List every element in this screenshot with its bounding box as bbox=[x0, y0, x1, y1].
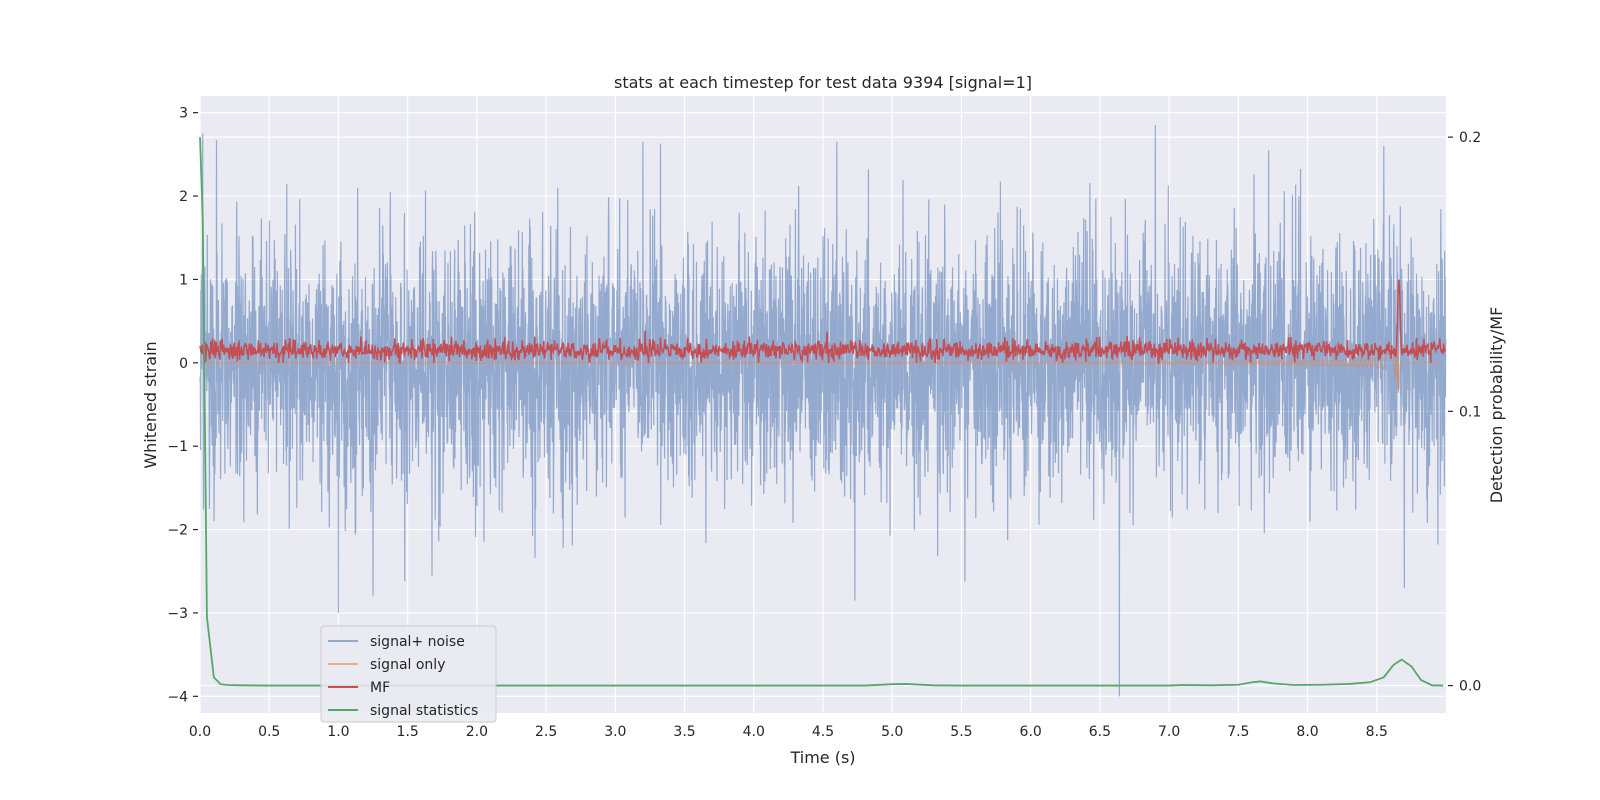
x-tick-label: 0.5 bbox=[258, 724, 280, 740]
x-tick-label: 8.5 bbox=[1366, 724, 1388, 740]
y-left-tick-label: −2 bbox=[167, 523, 188, 539]
series-signal-noise-line bbox=[199, 125, 1447, 697]
x-tick-label: 0.0 bbox=[189, 724, 211, 740]
legend-box bbox=[320, 625, 497, 723]
series-signal-statistics-line bbox=[199, 137, 1444, 687]
x-tick-label: 4.5 bbox=[812, 724, 834, 740]
y-right-tick-label: 0.0 bbox=[1459, 679, 1481, 695]
y-left-axis-ticks: 3 2 1 0 −1 −2 −3 −4 bbox=[167, 106, 198, 705]
x-tick-label: 1.5 bbox=[397, 724, 419, 740]
x-tick-label: 7.5 bbox=[1227, 724, 1249, 740]
y-left-tick-label: 1 bbox=[179, 272, 188, 288]
y-right-tick-label: 0.1 bbox=[1459, 404, 1481, 420]
x-tick-label: 6.0 bbox=[1020, 724, 1042, 740]
x-axis-ticks: 0.0 0.5 1.0 1.5 2.0 2.5 3.0 3.5 4.0 4.5 5.0 5.5 6.0 6… bbox=[189, 724, 1388, 740]
x-tick-label: 3.5 bbox=[673, 724, 695, 740]
x-tick-label: 1.0 bbox=[327, 724, 349, 740]
series-mf-line bbox=[199, 279, 1447, 365]
data-layer bbox=[199, 125, 1447, 697]
y-right-axis-label: Detection probability/MF bbox=[1487, 307, 1506, 504]
legend-label: MF bbox=[370, 680, 390, 696]
x-tick-label: 2.0 bbox=[466, 724, 488, 740]
y-left-tick-label: 2 bbox=[179, 189, 188, 205]
legend-label: signal only bbox=[370, 657, 445, 673]
y-left-tick-label: −4 bbox=[167, 689, 188, 705]
legend-label: signal+ noise bbox=[370, 634, 465, 650]
y-right-tick-label: 0.2 bbox=[1459, 130, 1481, 146]
x-tick-label: 6.5 bbox=[1089, 724, 1111, 740]
x-tick-label: 2.5 bbox=[535, 724, 557, 740]
x-tick-label: 5.0 bbox=[881, 724, 903, 740]
x-tick-label: 7.0 bbox=[1158, 724, 1180, 740]
chart-title: stats at each timestep for test data 939… bbox=[614, 73, 1032, 92]
y-left-tick-label: −3 bbox=[167, 606, 188, 622]
y-right-axis-ticks: 0.2 0.1 0.0 bbox=[1448, 130, 1481, 695]
x-tick-label: 4.0 bbox=[743, 724, 765, 740]
y-left-tick-label: 3 bbox=[179, 106, 188, 122]
legend: signal+ noise signal only MF signal statist… bbox=[320, 625, 497, 723]
x-tick-label: 3.0 bbox=[604, 724, 626, 740]
y-left-tick-label: 0 bbox=[179, 356, 188, 372]
x-axis-label: Time (s) bbox=[789, 748, 855, 767]
x-tick-label: 8.0 bbox=[1296, 724, 1318, 740]
y-left-tick-label: −1 bbox=[167, 439, 188, 455]
legend-label: signal statistics bbox=[370, 703, 478, 719]
y-left-axis-label: Whitened strain bbox=[141, 341, 160, 468]
x-tick-label: 5.5 bbox=[950, 724, 972, 740]
